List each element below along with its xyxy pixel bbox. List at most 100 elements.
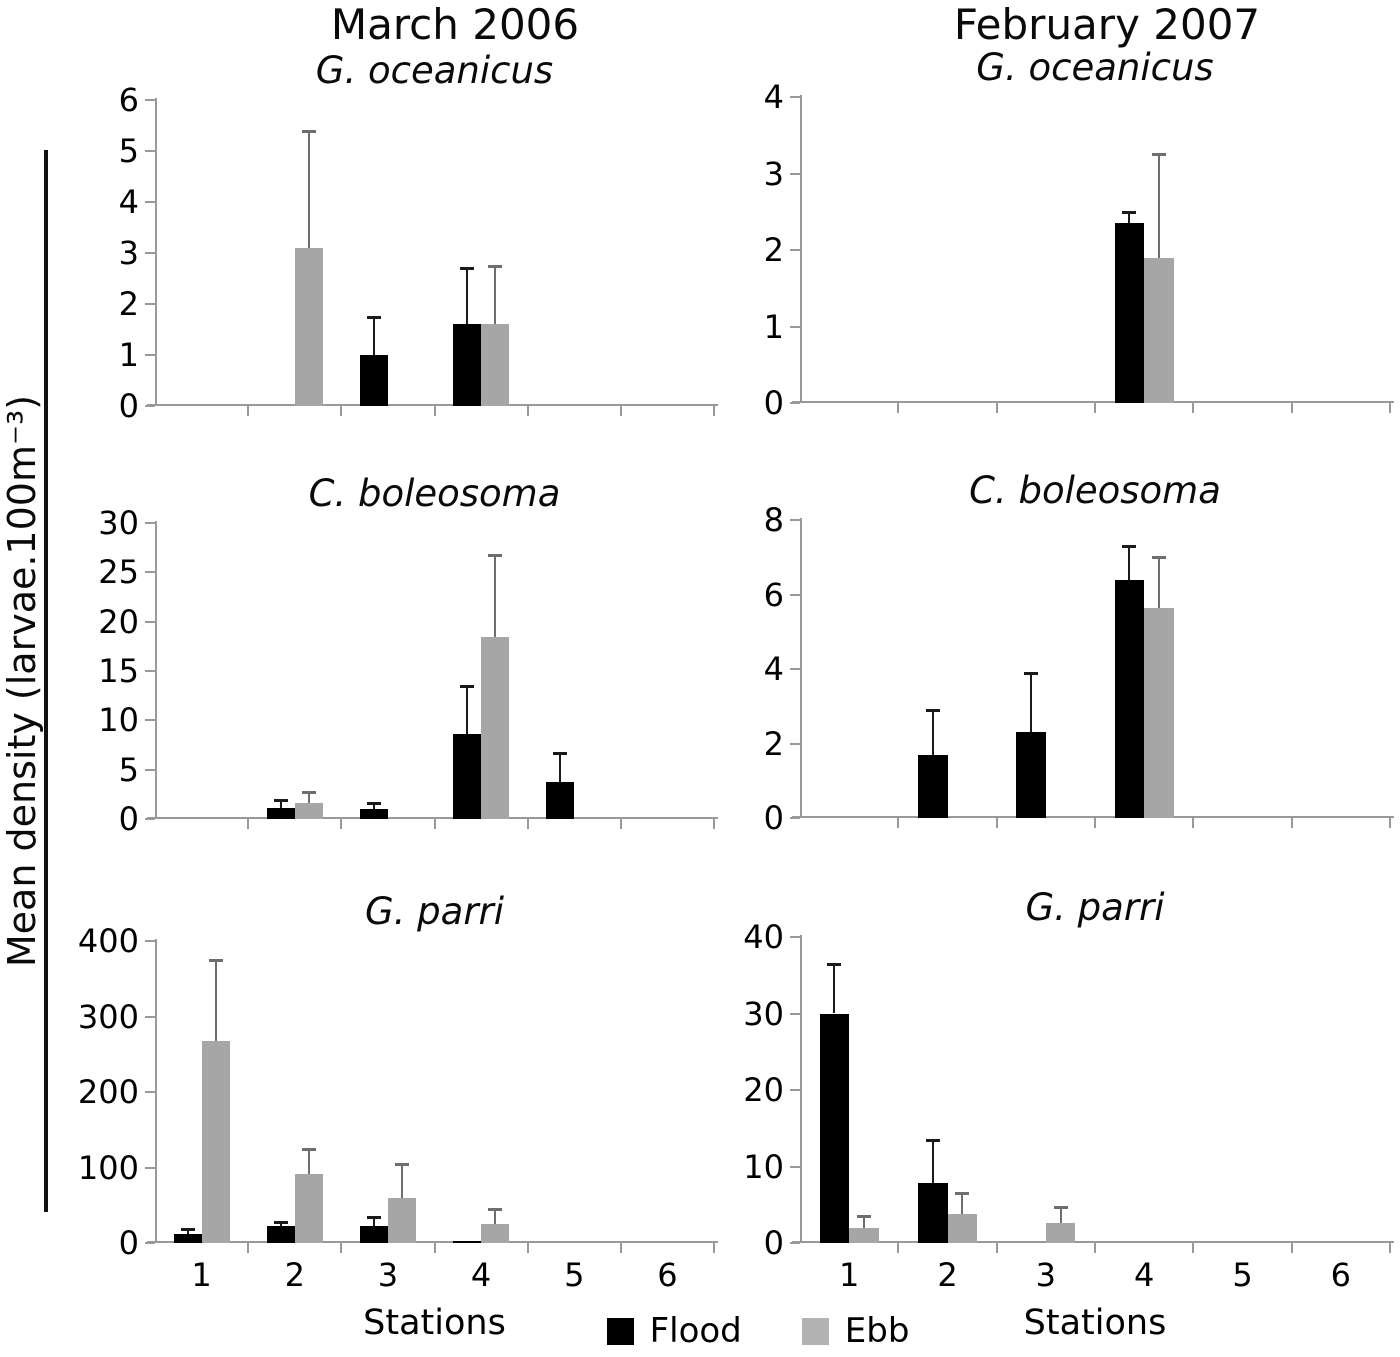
x-tick [619,819,622,829]
bar-flood-station-1 [819,1013,850,1243]
y-tick [790,325,800,328]
x-tick-label: 4 [470,1256,492,1294]
error-bar [961,1193,964,1214]
error-bar [279,800,282,809]
error-bar-cap [488,1208,503,1212]
x-tick-label: 6 [657,1256,678,1294]
x-axis-title: Stations [363,1303,506,1343]
y-tick-label: 3 [763,154,784,193]
error-bar-cap [1151,153,1166,157]
x-tick [1290,1243,1293,1253]
error-bar [214,959,217,1041]
y-axis-bracket-line [44,150,48,1212]
bar-ebb-station-4 [481,324,510,406]
x-tick [526,1243,529,1253]
error-bar [1128,211,1131,224]
bar-flood-station-2 [266,808,295,819]
error-bar [1128,546,1131,580]
x-tick-label: 1 [838,1256,860,1294]
error-bar [186,1229,189,1234]
bar-flood-station-2 [266,1226,295,1243]
legend-label-flood: Flood [649,1311,742,1351]
x-tick [995,1243,998,1253]
x-axis [792,401,1394,403]
y-tick [145,405,155,407]
y-tick-label: 6 [118,81,139,119]
bar-ebb-station-1 [849,1227,879,1243]
x-tick-label: 5 [564,1256,585,1294]
y-tick-label: 8 [763,501,784,539]
y-tick-label: 4 [118,183,139,221]
error-bar [400,1163,403,1198]
y-tick [790,1165,800,1168]
error-bar [466,268,469,325]
x-tick [995,403,998,413]
chart-title: G. oceanicus [976,46,1214,89]
chart-plot-2: C. boleosoma 0 5 10 15 20 25 30 [98,473,718,838]
y-tick [145,354,155,356]
y-tick-label: 6 [763,575,784,614]
error-bar-cap [925,708,940,712]
y-tick-label: 20 [743,1071,784,1109]
y-tick-label: 300 [77,997,139,1036]
bar-flood-station-4 [1114,223,1145,403]
x-tick-label: 2 [937,1256,958,1294]
y-tick-label: 10 [98,701,139,740]
y-tick-label: 0 [118,387,139,425]
y-tick-label: 10 [743,1147,784,1186]
x-tick [713,1243,715,1253]
error-bar [494,1209,497,1225]
error-bar-cap [366,315,381,319]
x-tick [247,1243,250,1253]
y-axis [155,98,157,406]
x-tick [433,819,436,829]
error-bar [833,963,836,1014]
error-bar-cap [366,802,381,806]
bar-ebb-station-2 [294,1173,323,1243]
bar-flood-station-1 [173,1233,202,1243]
x-tick [1094,403,1096,413]
x-tick [995,818,998,828]
y-tick [145,1091,155,1093]
x-tick [713,819,715,829]
error-bar [307,130,310,248]
bar-flood-station-3 [1016,732,1046,818]
error-bar [1059,1207,1062,1224]
y-tick [790,402,800,404]
y-tick-label: 400 [77,922,139,960]
y-tick [145,571,155,574]
x-tick [1094,1243,1096,1253]
legend-label-ebb: Ebb [844,1311,910,1351]
chart-plot-5: G. parri 0 10 20 30 40 1 2 3 4 5 6 Stations [743,887,1394,1343]
error-bar [372,1216,375,1226]
x-tick-label: 3 [1035,1256,1056,1294]
y-tick [790,1012,800,1015]
y-tick [145,99,155,101]
y-tick [790,668,800,670]
chart-title: G. parri [364,890,505,933]
y-tick-label: 2 [763,724,784,763]
bar-ebb-station-4 [481,1224,510,1243]
error-bar [931,1139,934,1184]
error-bar-cap [208,958,223,962]
x-tick-label: 5 [1232,1256,1253,1294]
y-tick [790,593,800,596]
error-bar [279,1221,282,1227]
y-tick [790,742,800,745]
x-tick [1290,818,1293,828]
y-tick-label: 0 [763,799,784,837]
bar-ebb-station-3 [1045,1223,1076,1243]
error-bar [494,554,497,638]
x-tick [1192,818,1195,828]
x-tick [1389,818,1391,828]
chart-title: C. boleosoma [308,472,561,515]
bar-ebb-station-1 [201,1040,230,1243]
chart-title: G. oceanicus [315,49,554,92]
error-bar-cap [366,1215,381,1219]
bar-flood-station-3 [359,355,388,406]
error-bar-cap [180,1228,195,1232]
y-axis-label: Mean density (larvae.100m⁻³) [0,394,44,968]
y-tick-label: 0 [118,1224,139,1262]
x-tick [526,819,529,829]
bar-ebb-station-4 [1144,257,1174,403]
